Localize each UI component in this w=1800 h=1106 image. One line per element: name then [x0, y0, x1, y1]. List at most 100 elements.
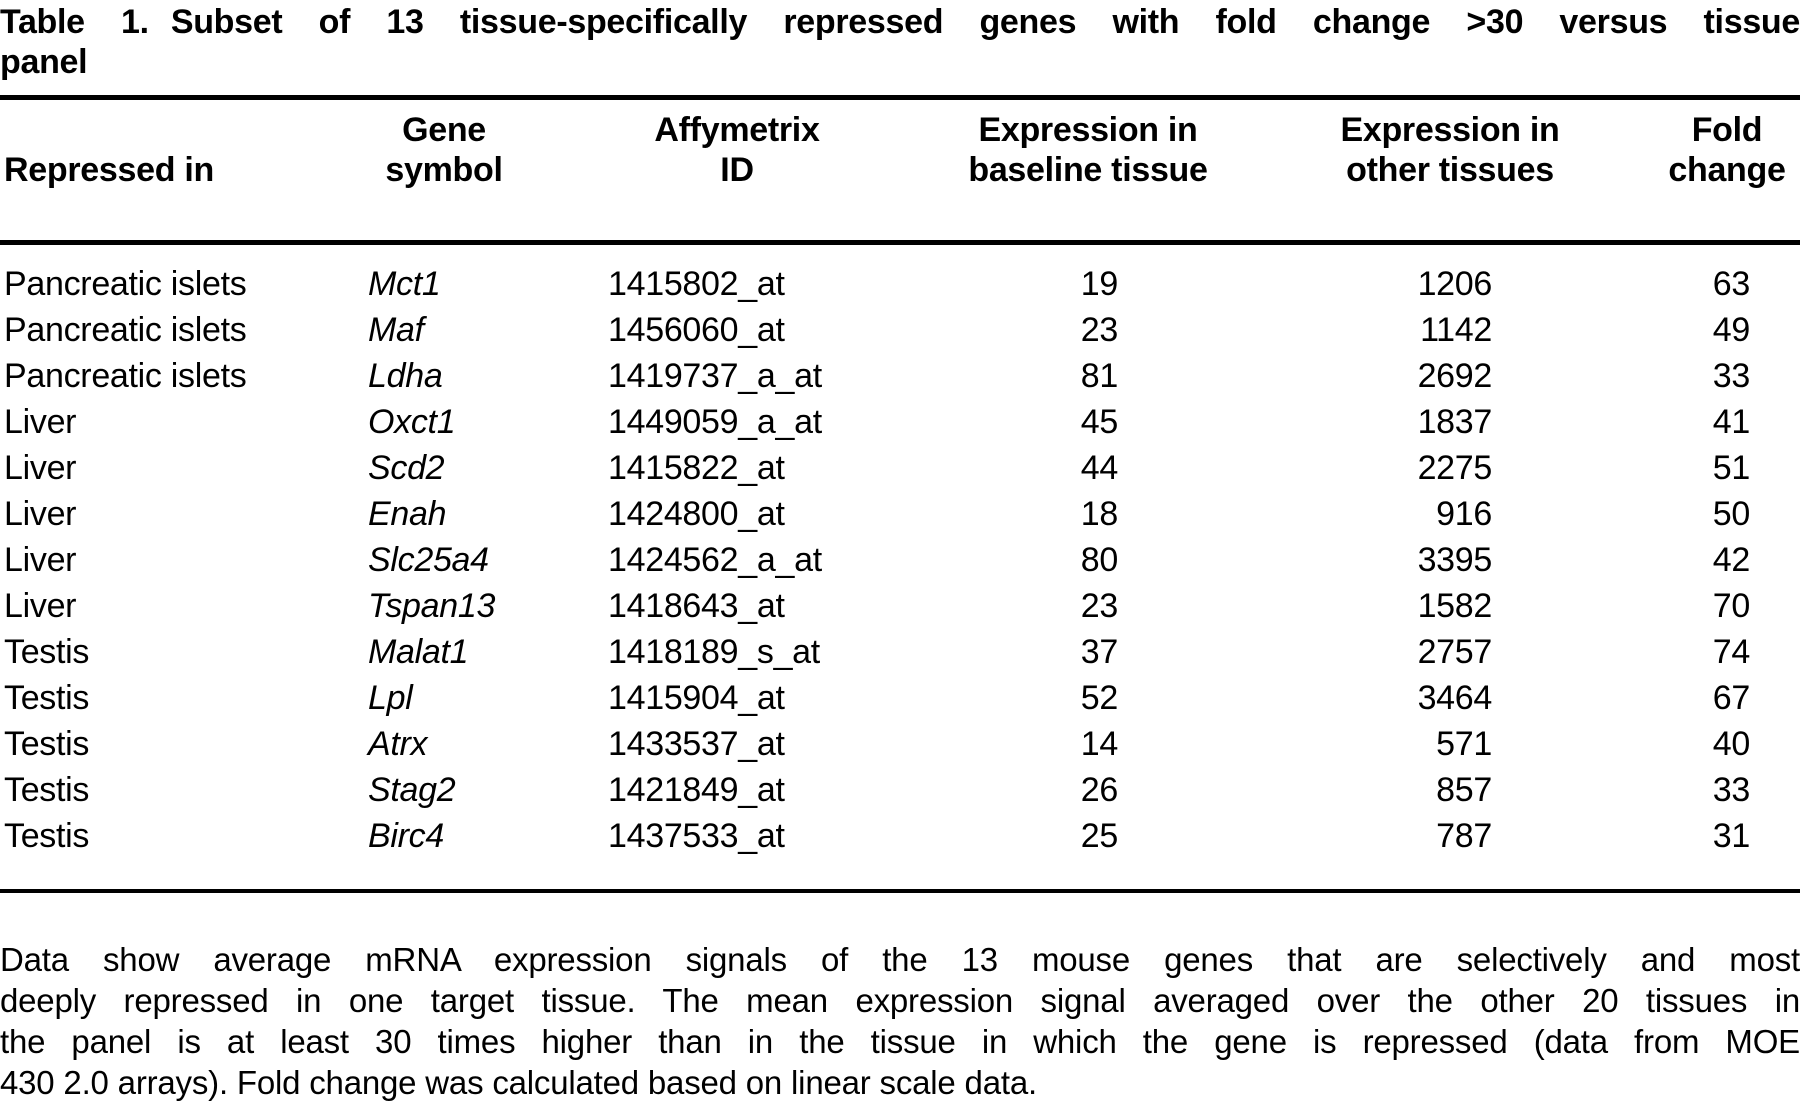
fold-change-cell: 49 — [1712, 311, 1751, 349]
gene-symbol-cell: Lpl — [368, 679, 413, 717]
table-row: Testis Stag2 1421849_at 26 857 33 — [0, 767, 1800, 813]
gene-symbol-cell: Maf — [368, 311, 424, 349]
table-row: Pancreatic islets Ldha 1419737_a_at 81 2… — [0, 353, 1800, 399]
bottom-rule — [0, 889, 1800, 893]
affymetrix-id-cell: 1433537_at — [608, 725, 785, 763]
column-header-repressed-in: Repressed in — [0, 100, 368, 245]
fold-change-cell: 67 — [1712, 679, 1751, 717]
repressed-in-cell: Pancreatic islets — [4, 357, 247, 395]
affymetrix-id-cell: 1415904_at — [608, 679, 785, 717]
table-row: Testis Lpl 1415904_at 52 3464 67 — [0, 675, 1800, 721]
header-label: ID — [720, 151, 754, 189]
affymetrix-id-cell: 1421849_at — [608, 771, 785, 809]
table-row: Liver Slc25a4 1424562_a_at 80 3395 42 — [0, 537, 1800, 583]
baseline-expression-cell: 26 — [1080, 771, 1119, 809]
fold-change-cell: 63 — [1712, 265, 1751, 303]
gene-symbol-cell: Scd2 — [368, 449, 445, 487]
fold-change-cell: 42 — [1712, 541, 1751, 579]
footnote-line: 430 2.0 arrays). Fold change was calcula… — [0, 1064, 1037, 1101]
repressed-in-cell: Liver — [4, 449, 77, 487]
other-expression-cell: 857 — [1436, 771, 1492, 809]
baseline-expression-cell: 37 — [1080, 633, 1119, 671]
table-row: Liver Scd2 1415822_at 44 2275 51 — [0, 445, 1800, 491]
column-header-other-expression: Expression in other tissues — [1238, 100, 1590, 245]
footnote-line: Data show average mRNA expression signal… — [0, 941, 1800, 978]
affymetrix-id-cell: 1415822_at — [608, 449, 785, 487]
baseline-expression-cell: 19 — [1080, 265, 1119, 303]
repressed-in-cell: Testis — [4, 817, 90, 855]
table-row: Pancreatic islets Mct1 1415802_at 19 120… — [0, 243, 1800, 308]
header-label: Expression in — [1340, 111, 1560, 149]
affymetrix-id-cell: 1449059_a_at — [608, 403, 822, 441]
fold-change-cell: 70 — [1712, 587, 1751, 625]
other-expression-cell: 3395 — [1417, 541, 1493, 579]
repressed-in-cell: Liver — [4, 495, 77, 533]
gene-symbol-cell: Malat1 — [368, 633, 469, 671]
repressed-in-cell: Testis — [4, 679, 90, 717]
gene-symbol-cell: Oxct1 — [368, 403, 456, 441]
gene-symbol-cell: Enah — [368, 495, 447, 533]
header-label: Fold — [1691, 111, 1763, 149]
fold-change-cell: 41 — [1712, 403, 1751, 441]
fold-change-cell: 40 — [1712, 725, 1751, 763]
other-expression-cell: 1582 — [1417, 587, 1493, 625]
baseline-expression-cell: 81 — [1080, 357, 1119, 395]
table-header-row: Repressed in Gene symbol Affymetrix ID Exp… — [0, 100, 1800, 245]
baseline-expression-cell: 44 — [1080, 449, 1119, 487]
repressed-in-cell: Liver — [4, 403, 77, 441]
affymetrix-id-cell: 1424800_at — [608, 495, 785, 533]
fold-change-cell: 33 — [1712, 357, 1751, 395]
baseline-expression-cell: 14 — [1080, 725, 1119, 763]
fold-change-cell: 51 — [1712, 449, 1751, 487]
baseline-expression-cell: 18 — [1080, 495, 1119, 533]
table-row: Testis Atrx 1433537_at 14 571 40 — [0, 721, 1800, 767]
top-rule — [0, 95, 1800, 100]
header-label: Gene — [402, 111, 486, 149]
repressed-in-cell: Pancreatic islets — [4, 265, 247, 303]
baseline-expression-cell: 80 — [1080, 541, 1119, 579]
other-expression-cell: 571 — [1436, 725, 1492, 763]
affymetrix-id-cell: 1437533_at — [608, 817, 785, 855]
affymetrix-id-cell: 1419737_a_at — [608, 357, 822, 395]
affymetrix-id-cell: 1424562_a_at — [608, 541, 822, 579]
other-expression-cell: 3464 — [1417, 679, 1493, 717]
affymetrix-id-cell: 1418189_s_at — [608, 633, 820, 671]
repressed-in-cell: Pancreatic islets — [4, 311, 247, 349]
table-number-label: Table 1. — [0, 3, 149, 41]
column-header-baseline-expression: Expression in baseline tissue — [938, 100, 1238, 245]
affymetrix-id-cell: 1415802_at — [608, 265, 785, 303]
fold-change-cell: 50 — [1712, 495, 1751, 533]
fold-change-cell: 31 — [1712, 817, 1751, 855]
repressed-in-cell: Testis — [4, 725, 90, 763]
other-expression-cell: 2757 — [1417, 633, 1493, 671]
other-expression-cell: 1837 — [1417, 403, 1493, 441]
baseline-expression-cell: 23 — [1080, 587, 1119, 625]
repressed-in-cell: Testis — [4, 633, 90, 671]
gene-expression-table: Repressed in Gene symbol Affymetrix ID Exp… — [0, 100, 1800, 889]
table-footnote: Data show average mRNA expression signal… — [0, 939, 1800, 1103]
header-label: Repressed in — [4, 151, 214, 189]
repressed-in-cell: Testis — [4, 771, 90, 809]
column-header-fold-change: Fold change — [1590, 100, 1800, 245]
header-label: other tissues — [1346, 151, 1554, 189]
repressed-in-cell: Liver — [4, 541, 77, 579]
affymetrix-id-cell: 1456060_at — [608, 311, 785, 349]
baseline-expression-cell: 23 — [1080, 311, 1119, 349]
footnote-line: the panel is at least 30 times higher th… — [0, 1023, 1800, 1060]
header-label: change — [1668, 151, 1786, 189]
table-row: Liver Oxct1 1449059_a_at 45 1837 41 — [0, 399, 1800, 445]
repressed-in-cell: Liver — [4, 587, 77, 625]
gene-symbol-cell: Mct1 — [368, 265, 441, 303]
gene-symbol-cell: Stag2 — [368, 771, 456, 809]
column-header-affymetrix-id: Affymetrix ID — [608, 100, 938, 245]
table-title-line2: panel — [0, 43, 88, 81]
table-title-text: Subset of 13 tissue-specifically repress… — [170, 3, 1800, 41]
baseline-expression-cell: 45 — [1080, 403, 1119, 441]
header-label: Expression in — [978, 111, 1198, 149]
gene-symbol-cell: Atrx — [368, 725, 428, 763]
fold-change-cell: 33 — [1712, 771, 1751, 809]
baseline-expression-cell: 52 — [1080, 679, 1119, 717]
gene-symbol-cell: Tspan13 — [368, 587, 496, 625]
gene-symbol-cell: Birc4 — [368, 817, 444, 855]
